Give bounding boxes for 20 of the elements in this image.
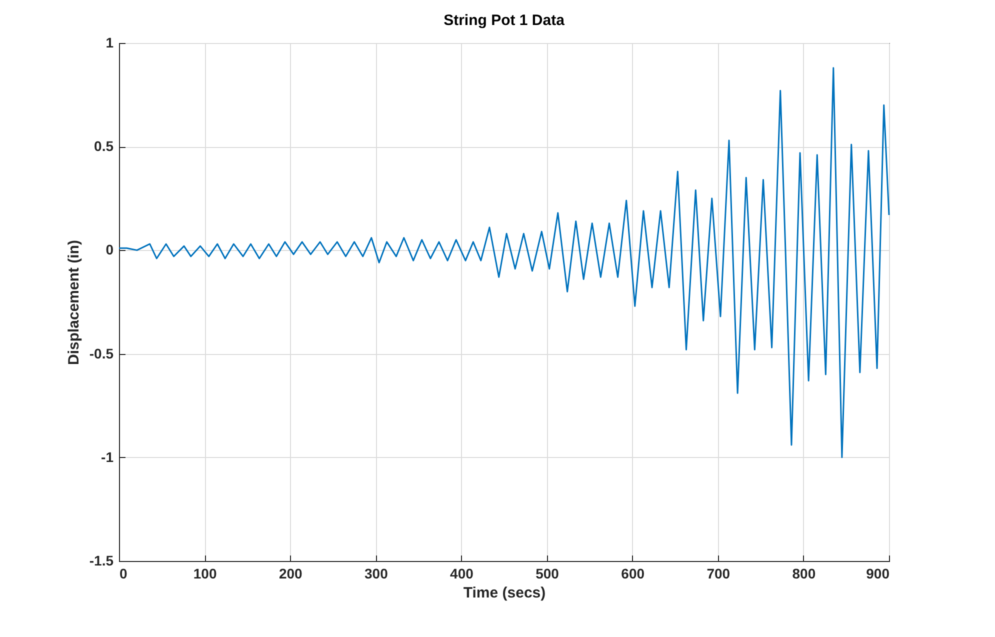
x-tick-label: 400 (450, 566, 474, 582)
y-tick-label: -1.5 (89, 552, 114, 568)
y-tick-label: 1 (106, 34, 114, 50)
x-tick-label: 100 (193, 566, 217, 582)
x-tick-label: 900 (866, 566, 890, 582)
y-axis-title: Displacement (in) (65, 240, 82, 366)
x-tick-label: 300 (364, 566, 388, 582)
x-tick-label: 500 (536, 566, 560, 582)
y-tick-label: 0.5 (94, 138, 114, 154)
y-tick-label: -0.5 (89, 345, 114, 362)
line-series (118, 67, 890, 458)
x-tick-label: 0 (120, 566, 128, 582)
x-tick-label: 800 (792, 566, 816, 582)
x-tick-label: 200 (278, 566, 303, 582)
x-tick-label: 700 (706, 566, 730, 582)
y-tick-label: 0 (106, 242, 114, 258)
chart-title: String Pot 1 Data (444, 12, 566, 29)
x-axis-title: Time (secs) (463, 584, 546, 602)
y-tick-label: -1 (101, 448, 114, 465)
x-tick-label: 600 (621, 566, 645, 582)
